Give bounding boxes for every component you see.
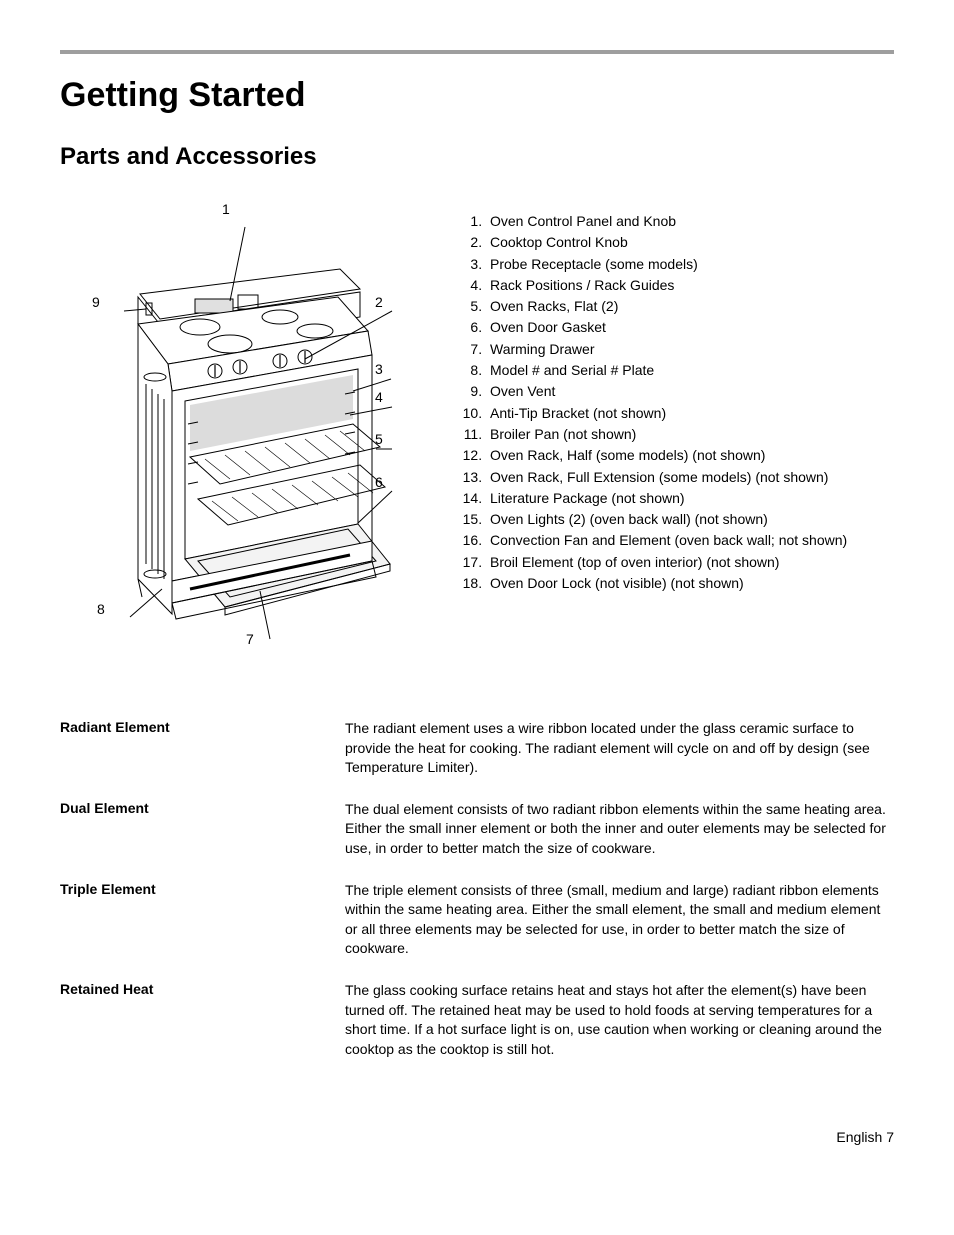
parts-list: Oven Control Panel and Knob Cooktop Cont… [460, 199, 894, 659]
callout-7: 7 [246, 631, 254, 647]
definition-row: Dual Element The dual element consists o… [60, 800, 894, 859]
list-item: Oven Rack, Half (some models) (not shown… [486, 445, 894, 465]
definition-term: Radiant Element [60, 719, 345, 778]
list-item: Rack Positions / Rack Guides [486, 275, 894, 295]
list-item: Broil Element (top of oven interior) (no… [486, 552, 894, 572]
callout-6: 6 [375, 474, 383, 490]
list-item: Cooktop Control Knob [486, 232, 894, 252]
list-item: Model # and Serial # Plate [486, 360, 894, 380]
definition-term: Triple Element [60, 881, 345, 959]
oven-svg [80, 209, 420, 659]
list-item: Warming Drawer [486, 339, 894, 359]
list-item: Oven Control Panel and Knob [486, 211, 894, 231]
list-item: Literature Package (not shown) [486, 488, 894, 508]
definition-desc: The triple element consists of three (sm… [345, 881, 894, 959]
list-item: Oven Door Gasket [486, 317, 894, 337]
definition-term: Retained Heat [60, 981, 345, 1059]
callout-5: 5 [375, 431, 383, 447]
definition-row: Retained Heat The glass cooking surface … [60, 981, 894, 1059]
section-title: Parts and Accessories [60, 143, 894, 171]
list-item: Oven Vent [486, 381, 894, 401]
callout-2: 2 [375, 294, 383, 310]
callout-8: 8 [97, 601, 105, 617]
list-item: Broiler Pan (not shown) [486, 424, 894, 444]
callout-1: 1 [222, 201, 230, 217]
list-item: Anti-Tip Bracket (not shown) [486, 403, 894, 423]
callout-4: 4 [375, 389, 383, 405]
definition-row: Triple Element The triple element consis… [60, 881, 894, 959]
definition-desc: The dual element consists of two radiant… [345, 800, 894, 859]
definition-row: Radiant Element The radiant element uses… [60, 719, 894, 778]
list-item: Convection Fan and Element (oven back wa… [486, 530, 894, 550]
list-item: Oven Door Lock (not visible) (not shown) [486, 573, 894, 593]
page-title: Getting Started [60, 76, 894, 115]
header-rule [60, 50, 894, 54]
page-footer: English 7 [60, 1129, 894, 1145]
list-item: Probe Receptacle (some models) [486, 254, 894, 274]
list-item: Oven Rack, Full Extension (some models) … [486, 467, 894, 487]
definition-desc: The glass cooking surface retains heat a… [345, 981, 894, 1059]
oven-diagram: 1 9 2 3 4 5 6 8 7 [60, 199, 420, 659]
definition-term: Dual Element [60, 800, 345, 859]
list-item: Oven Lights (2) (oven back wall) (not sh… [486, 509, 894, 529]
definitions-section: Radiant Element The radiant element uses… [60, 719, 894, 1059]
diagram-section: 1 9 2 3 4 5 6 8 7 [60, 199, 894, 659]
list-item: Oven Racks, Flat (2) [486, 296, 894, 316]
definition-desc: The radiant element uses a wire ribbon l… [345, 719, 894, 778]
callout-9: 9 [92, 294, 100, 310]
callout-3: 3 [375, 361, 383, 377]
